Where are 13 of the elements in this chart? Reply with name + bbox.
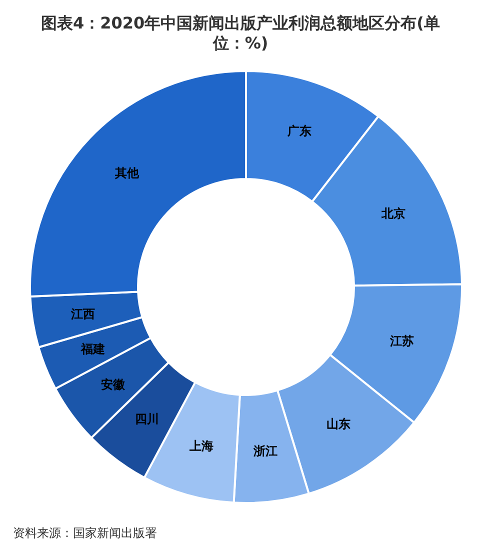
slice-label: 山东 — [326, 416, 350, 431]
slice-label: 江苏 — [388, 334, 414, 348]
slice-label: 广东 — [286, 124, 312, 138]
slice-label: 四川 — [134, 412, 159, 426]
slice-label: 福建 — [80, 342, 106, 356]
text: 资料来源：国家新闻出版署 — [13, 526, 157, 540]
slice-label: 北京 — [380, 206, 406, 220]
slice-label: 其他 — [114, 166, 140, 180]
slice-label: 浙江 — [252, 444, 278, 458]
chart-title: 图表4：2020年中国新闻出版产业利润总额地区分布(单位：%) — [41, 14, 440, 52]
slice-label: 江西 — [70, 306, 96, 321]
slice-label: 上海 — [188, 438, 214, 453]
slice-label: 安徽 — [100, 377, 126, 392]
